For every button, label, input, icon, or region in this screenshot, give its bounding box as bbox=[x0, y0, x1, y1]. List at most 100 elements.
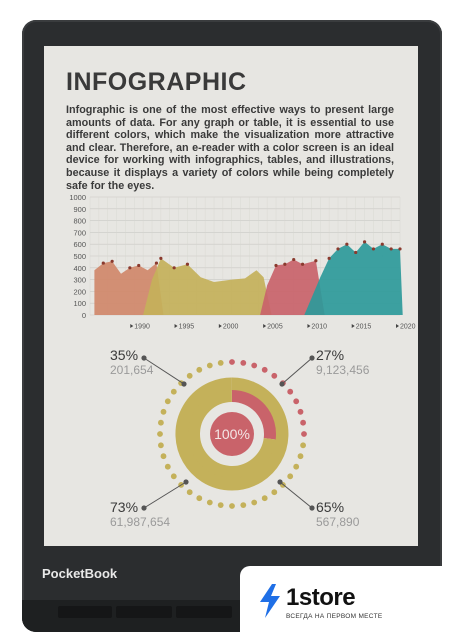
device-brand-logo: PocketBook bbox=[42, 566, 118, 581]
x-tick-marker bbox=[174, 324, 178, 328]
store-name: 1store bbox=[286, 584, 356, 611]
ereader-screen: INFOGRAPHIC Infographic is one of the mo… bbox=[44, 46, 418, 546]
y-tick-label: 800 bbox=[73, 217, 86, 226]
y-tick-label: 300 bbox=[73, 276, 86, 285]
donut-dot bbox=[217, 502, 224, 508]
area-point-marker bbox=[128, 266, 132, 270]
donut-dot bbox=[160, 408, 167, 415]
donut-dot bbox=[164, 463, 171, 470]
donut-dot bbox=[217, 360, 224, 366]
area-point-marker bbox=[300, 262, 305, 266]
body-paragraph: Infographic is one of the most effective… bbox=[66, 104, 394, 192]
callout-dot bbox=[279, 381, 285, 387]
donut-chart: 100% 35%201,654 27%9,123,456 73%61,987,654… bbox=[110, 347, 370, 529]
area-point-marker bbox=[371, 247, 376, 251]
donut-dot bbox=[158, 442, 164, 449]
callout-dot bbox=[181, 381, 187, 387]
donut-dot bbox=[158, 419, 164, 426]
donut-dot bbox=[229, 503, 235, 509]
callout-dot bbox=[277, 479, 283, 485]
area-point-marker bbox=[159, 256, 163, 260]
y-tick-label: 400 bbox=[73, 264, 86, 273]
y-tick-label: 700 bbox=[73, 228, 86, 237]
area-point-marker bbox=[327, 256, 331, 260]
y-tick-label: 500 bbox=[73, 252, 86, 261]
y-tick-label: 200 bbox=[73, 287, 86, 296]
store-tagline: ВСЕГДА НА ПЕРВОМ МЕСТЕ bbox=[286, 613, 383, 620]
donut-dot-ring bbox=[157, 359, 307, 509]
area-point-marker bbox=[283, 262, 287, 266]
x-tick-label: 2020 bbox=[400, 324, 416, 331]
x-tick-label: 2015 bbox=[356, 324, 372, 331]
donut-dot bbox=[297, 453, 304, 460]
donut-dot bbox=[170, 473, 177, 480]
area-series-3 bbox=[260, 259, 325, 315]
page-back-button[interactable] bbox=[58, 606, 112, 618]
callout-number: 201,654 bbox=[110, 363, 154, 377]
page-forward-button[interactable] bbox=[116, 606, 172, 618]
area-point-marker bbox=[101, 261, 105, 265]
callout-percent: 35% bbox=[110, 347, 138, 363]
donut-dot bbox=[297, 408, 304, 415]
area-series-4 bbox=[304, 241, 403, 315]
donut-dot bbox=[164, 398, 171, 405]
x-axis-ticks: 1990 1995 2000 2005 2010 2015 2020 bbox=[130, 324, 416, 331]
x-tick-label: 2000 bbox=[223, 324, 239, 331]
callout-percent: 73% bbox=[110, 499, 138, 515]
area-point-marker bbox=[389, 247, 393, 251]
callout-percent: 65% bbox=[316, 499, 344, 515]
area-point-marker bbox=[336, 247, 340, 251]
callout-number: 567,890 bbox=[316, 515, 360, 529]
donut-dot bbox=[287, 388, 294, 395]
lightning-icon bbox=[260, 584, 280, 618]
donut-dot bbox=[186, 489, 193, 496]
donut-dot bbox=[293, 463, 300, 470]
callout-dot bbox=[309, 355, 315, 361]
area-point-marker bbox=[137, 263, 141, 268]
y-axis-ticks: 0 100 200 300 400 500 600 700 800 900 1000 bbox=[69, 193, 86, 320]
area-point-marker bbox=[398, 247, 402, 251]
callout-leader-line bbox=[279, 481, 313, 509]
donut-dot bbox=[251, 499, 258, 506]
y-tick-label: 1000 bbox=[69, 193, 86, 202]
donut-dot bbox=[160, 453, 167, 460]
area-point-marker bbox=[292, 257, 296, 262]
donut-dot bbox=[196, 495, 203, 502]
area-point-marker bbox=[314, 259, 318, 263]
x-tick-marker bbox=[263, 324, 267, 328]
donut-dot bbox=[240, 360, 247, 366]
callout-dot bbox=[141, 355, 147, 361]
donut-dot bbox=[261, 495, 268, 502]
y-tick-label: 100 bbox=[73, 299, 86, 308]
area-point-marker bbox=[354, 250, 358, 255]
donut-dot bbox=[300, 442, 306, 449]
donut-dot bbox=[206, 362, 213, 369]
callout-dot bbox=[183, 479, 189, 485]
donut-dot bbox=[271, 489, 278, 496]
donut-dot bbox=[170, 388, 177, 395]
x-tick-marker bbox=[396, 324, 399, 328]
callout-percent: 27% bbox=[316, 347, 344, 363]
home-button[interactable] bbox=[176, 606, 232, 618]
donut-outer-ring bbox=[175, 377, 289, 491]
donut-center-circle bbox=[210, 412, 254, 456]
callout-leader-line bbox=[143, 357, 185, 385]
y-tick-label: 0 bbox=[82, 311, 86, 320]
donut-dot bbox=[251, 362, 258, 369]
x-tick-label: 2005 bbox=[267, 324, 283, 331]
callout-dot bbox=[309, 505, 315, 511]
donut-dot bbox=[240, 502, 247, 508]
store-badge: 1store ВСЕГДА НА ПЕРВОМ МЕСТЕ bbox=[240, 566, 464, 640]
page-title: INFOGRAPHIC bbox=[66, 68, 247, 96]
x-tick-marker bbox=[351, 324, 355, 328]
area-point-marker bbox=[345, 242, 349, 246]
donut-dot bbox=[229, 359, 235, 365]
area-point-marker bbox=[172, 266, 176, 270]
callout-leader-line bbox=[281, 357, 313, 385]
area-point-marker bbox=[274, 263, 278, 268]
donut-dot bbox=[271, 372, 278, 379]
area-point-marker bbox=[362, 240, 367, 244]
donut-dot bbox=[186, 372, 193, 379]
chart-series-group bbox=[94, 240, 403, 315]
donut-dot bbox=[196, 366, 203, 373]
